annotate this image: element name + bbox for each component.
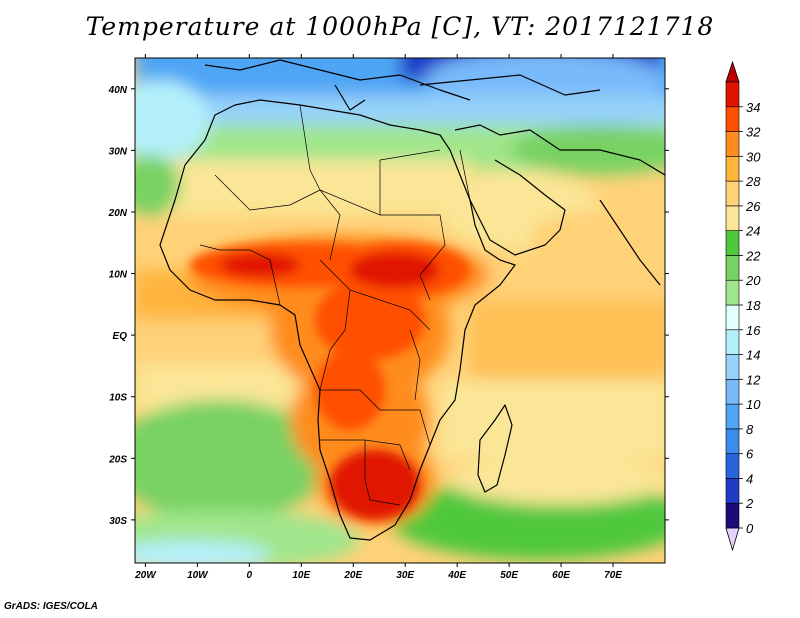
- y-tick-label: 20N: [108, 208, 128, 219]
- colorbar-label: 24: [745, 224, 760, 239]
- y-tick-label: 30N: [109, 146, 128, 157]
- sahara-region: [170, 160, 470, 215]
- colorbar-label: 16: [746, 323, 761, 338]
- colorbar-swatch: [725, 156, 740, 182]
- colorbar-label: 32: [746, 125, 761, 140]
- colorbar-label: 34: [746, 100, 760, 115]
- colorbar-swatch: [725, 255, 740, 281]
- colorbar-swatch: [725, 403, 740, 430]
- colorbar-label: 4: [746, 471, 753, 486]
- colorbar-label: 18: [746, 298, 761, 313]
- colorbar-swatch: [725, 180, 740, 207]
- colorbar-label: 2: [745, 496, 754, 511]
- borders: [199, 104, 471, 506]
- colorbar-swatch: [725, 81, 740, 108]
- x-tick-label: 50E: [500, 570, 518, 581]
- colorbar-label: 20: [745, 273, 761, 288]
- coastlines: [159, 59, 665, 541]
- colorbar-swatch: [725, 502, 740, 529]
- x-tick-label: 30E: [396, 570, 414, 581]
- y-tick-label: 30S: [109, 516, 127, 527]
- x-axis: 20W 10W 0 10E 20E 30E 40E 50E 60E 70E: [134, 54, 622, 581]
- colorbar-swatch: [725, 354, 740, 380]
- colorbar-swatch: [725, 329, 740, 355]
- colorbar-swatch: [725, 106, 740, 132]
- colorbar-swatch: [725, 379, 740, 405]
- colorbar-swatch: [725, 304, 740, 331]
- x-tick-label: 20W: [134, 570, 157, 581]
- colorbar-under-arrow: [725, 527, 740, 552]
- colorbar-swatch: [725, 453, 740, 479]
- x-tick-label: 70E: [604, 570, 622, 581]
- colorbar-label: 0: [746, 521, 754, 536]
- y-tick-label: 40N: [108, 85, 128, 96]
- colorbar-swatch: [725, 230, 740, 256]
- x-tick-label: 60E: [552, 570, 570, 581]
- southern-africa-hot-region: [330, 450, 420, 520]
- colorbar-label: 8: [746, 422, 754, 437]
- colorbar-label: 14: [746, 348, 760, 363]
- grads-credit: GrADS: IGES/COLA: [4, 601, 98, 612]
- y-axis: 40N 30N 20N 10N EQ 10S 20S 30S: [108, 85, 669, 527]
- colorbar-swatch: [725, 478, 740, 504]
- colorbar-label: 30: [746, 149, 761, 164]
- x-tick-label: 20E: [343, 570, 362, 581]
- colorbar-swatch: [725, 205, 740, 231]
- colorbar-label: 12: [746, 372, 761, 387]
- colorbar-swatch: [725, 279, 740, 306]
- y-tick-label: EQ: [113, 331, 128, 342]
- colorbar-label: 26: [745, 199, 761, 214]
- colorbar-label: 28: [745, 174, 761, 189]
- colorbar-over-arrow: [725, 60, 740, 83]
- colorbar-label: 6: [746, 447, 754, 462]
- y-tick-label: 20S: [108, 454, 127, 465]
- x-tick-label: 0: [247, 570, 253, 581]
- x-tick-label: 10W: [187, 570, 209, 581]
- temperature-field: [135, 58, 665, 563]
- map-frame: [134, 57, 666, 564]
- y-tick-label: 10N: [109, 270, 128, 281]
- colorbar-label: 10: [746, 397, 761, 412]
- x-tick-label: 10E: [292, 570, 310, 581]
- colorbar-label: 22: [745, 248, 761, 263]
- colorbar-swatch: [725, 131, 740, 157]
- colorbar-swatch: [725, 428, 740, 454]
- y-tick-label: 10S: [109, 393, 127, 404]
- x-tick-label: 40E: [447, 570, 466, 581]
- map-title: Temperature at 1000hPa [C], VT: 20171217…: [85, 12, 715, 41]
